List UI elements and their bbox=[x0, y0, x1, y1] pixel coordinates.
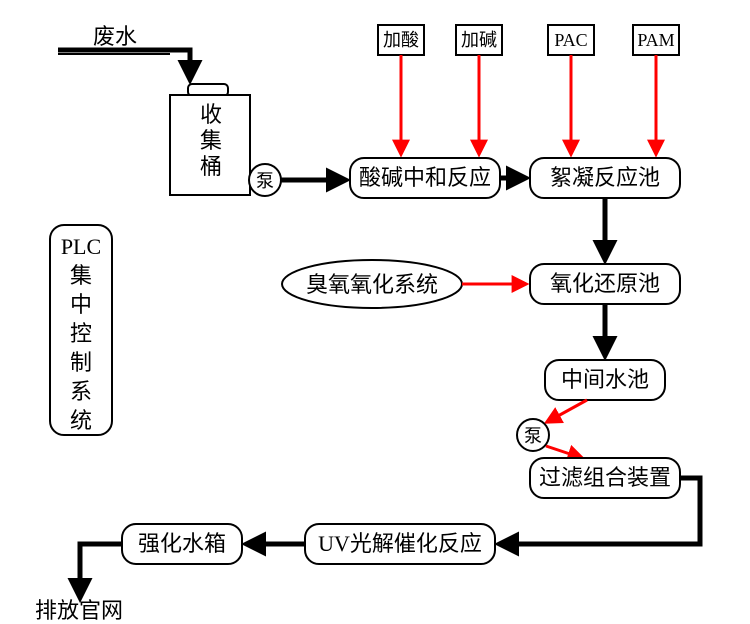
plc-l4: 制 bbox=[70, 350, 92, 375]
pac-label: PAC bbox=[554, 30, 587, 50]
arrow-pump2-to-filter bbox=[546, 446, 582, 458]
discharge-label: 排放官网 bbox=[35, 598, 123, 623]
plc-l0: PLC bbox=[61, 234, 101, 259]
plc-l2: 中 bbox=[70, 292, 92, 317]
mid-tank-label: 中间水池 bbox=[561, 367, 649, 392]
plc-l1: 集 bbox=[70, 263, 92, 288]
filter-label: 过滤组合装置 bbox=[539, 465, 671, 490]
arrow-mid-to-pump2 bbox=[547, 400, 587, 422]
uv-label: UV光解催化反应 bbox=[318, 531, 482, 556]
flowchart-diagram: 废水 收 集 桶 泵 加酸 加碱 PAC PAM 酸碱中和反应 絮凝反应池 臭氧… bbox=[0, 0, 750, 624]
pam-label: PAM bbox=[637, 30, 674, 50]
collection-barrel-l3: 桶 bbox=[200, 154, 222, 179]
plc-l3: 控 bbox=[70, 321, 92, 346]
wastewater-label: 废水 bbox=[93, 24, 137, 49]
redox-label: 氧化还原池 bbox=[550, 271, 660, 296]
flocculation-label: 絮凝反应池 bbox=[550, 165, 660, 190]
add-acid-label: 加酸 bbox=[383, 30, 419, 50]
arrow-reinforced-to-out bbox=[80, 544, 122, 598]
ozone-label: 臭氧氧化系统 bbox=[306, 272, 438, 297]
plc-l5: 系 bbox=[70, 379, 92, 404]
plc-l6: 统 bbox=[70, 408, 92, 433]
collection-barrel-l2: 集 bbox=[200, 128, 222, 153]
reinforced-label: 强化水箱 bbox=[138, 531, 226, 556]
pump1-label: 泵 bbox=[256, 171, 274, 191]
collection-barrel-l1: 收 bbox=[200, 102, 222, 127]
pump2-label: 泵 bbox=[524, 426, 542, 446]
acid-base-label: 酸碱中和反应 bbox=[359, 165, 491, 190]
add-base-label: 加碱 bbox=[461, 30, 497, 50]
